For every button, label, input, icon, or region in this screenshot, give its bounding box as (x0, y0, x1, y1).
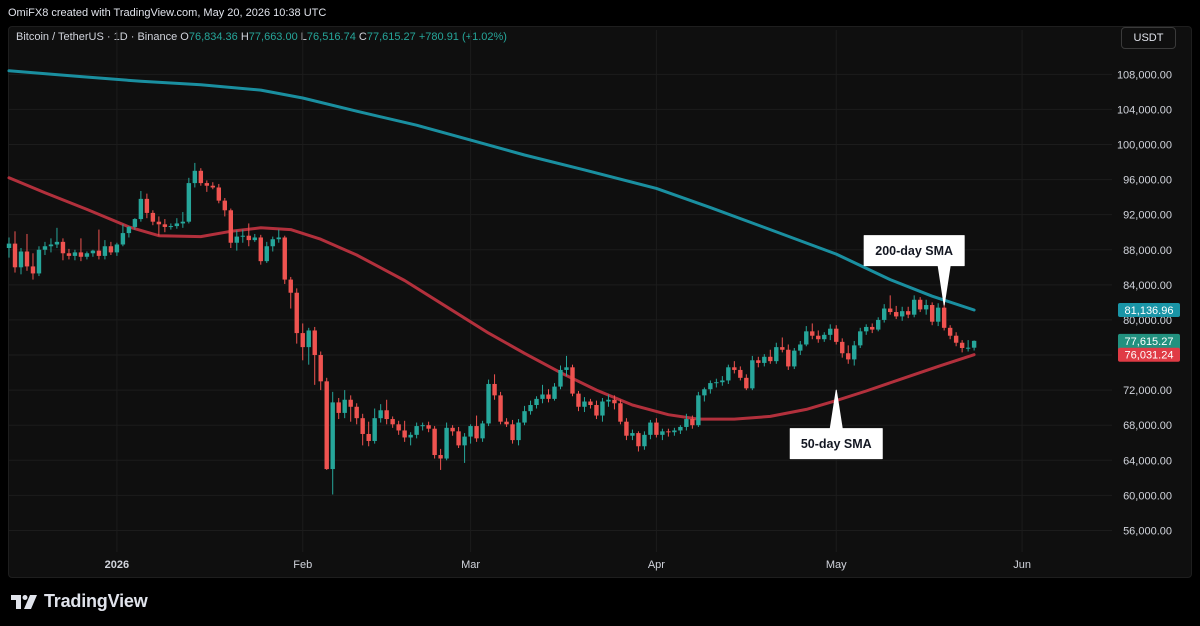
top-bar: OmiFX8 created with TradingView.com, May… (0, 0, 1200, 26)
symbol-legend: Bitcoin / TetherUS · 1D · Binance O76,83… (16, 31, 507, 43)
low-label: L (300, 31, 307, 43)
low-value: 76,516.74 (306, 31, 356, 43)
close-value: 77,615.27 (366, 31, 416, 43)
high-value: 77,663.00 (248, 31, 298, 43)
open-value: 76,834.36 (188, 31, 238, 43)
brand[interactable]: TradingView (10, 591, 148, 612)
high-label: H (240, 31, 249, 43)
currency-button[interactable]: USDT (1121, 27, 1176, 49)
chart-credit: OmiFX8 created with TradingView.com, May… (8, 7, 327, 19)
footer (0, 578, 1200, 626)
chart-panel (8, 26, 1192, 578)
brand-name: TradingView (44, 591, 148, 611)
symbol-name[interactable]: Bitcoin / TetherUS · 1D · Binance (16, 31, 178, 43)
close-label: C (358, 31, 367, 43)
open-label: O (180, 31, 189, 43)
change-value: +780.91 (+1.02%) (418, 31, 507, 43)
tradingview-logo-icon (11, 594, 37, 609)
